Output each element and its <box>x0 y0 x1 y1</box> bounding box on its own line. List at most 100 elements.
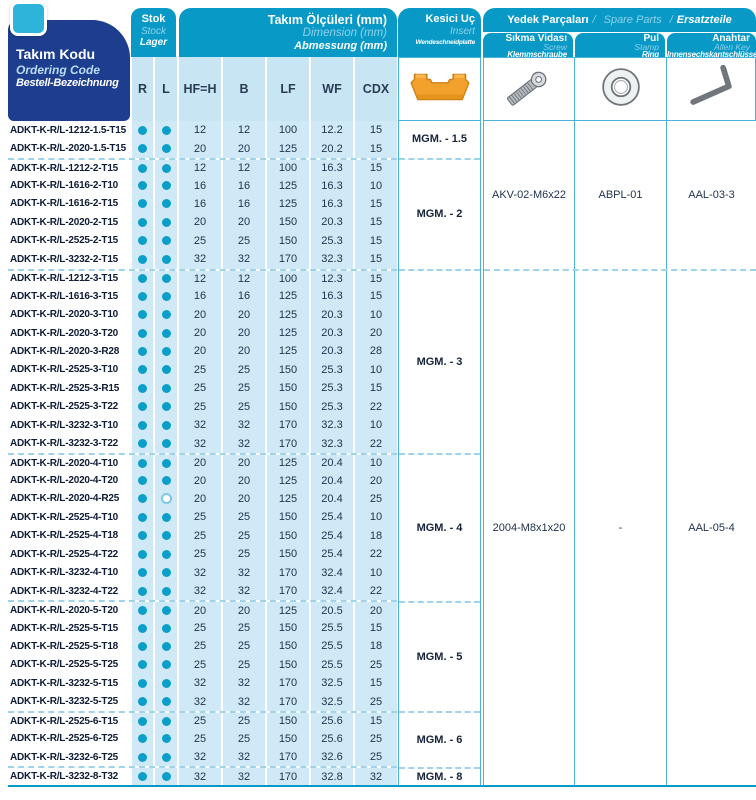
stock-cell-r <box>132 692 153 711</box>
dim-wf: 25.5 <box>311 637 353 656</box>
dim-lf: 150 <box>267 618 309 638</box>
row-code: ADKT-K-R/L-2525-3-T10 <box>8 360 130 380</box>
insert-title-tr: Kesici Uç <box>425 13 475 25</box>
stock-dot-icon <box>138 217 147 227</box>
dim-hf: 25 <box>179 379 221 398</box>
dim-b: 12 <box>223 121 265 140</box>
table-row: ADKT-K-R/L-3232-2-T15 32 32 170 32.3 15 <box>8 250 397 269</box>
stock-dot-icon <box>161 734 171 744</box>
dim-lf: 170 <box>267 674 309 693</box>
insert-group: MGM. - 3 <box>399 268 480 453</box>
stock-cell-l <box>155 655 177 675</box>
row-code: ADKT-K-R/L-2020-4-T20 <box>8 471 130 490</box>
dim-b: 25 <box>223 729 265 748</box>
row-code: ADKT-K-R/L-2525-4-T22 <box>8 545 130 564</box>
row-code: ADKT-K-R/L-2020-3-T20 <box>8 323 130 343</box>
dim-cdx: 22 <box>355 434 397 453</box>
row-code: ADKT-K-R/L-3232-4-T10 <box>8 563 130 582</box>
table-row: ADKT-K-R/L-2525-4-T18 25 25 150 25.4 18 <box>8 526 397 546</box>
stock-title-de: Lager <box>139 37 168 48</box>
table-row: ADKT-K-R/L-2525-5-T25 25 25 150 25.5 25 <box>8 655 397 675</box>
stock-cell-l <box>155 231 177 251</box>
table-row: ADKT-K-R/L-3232-3-T10 32 32 170 32.3 10 <box>8 416 397 435</box>
stock-cell-r <box>132 747 153 767</box>
stock-cell-r <box>132 434 153 453</box>
row-code: ADKT-K-R/L-2020-3-R28 <box>8 342 130 361</box>
dim-cdx: 15 <box>355 139 397 158</box>
stock-cell-r <box>132 121 153 140</box>
stock-dot-icon <box>138 660 147 670</box>
stock-cell-l <box>155 342 177 361</box>
stock-cell-l <box>155 674 177 693</box>
dim-hf: 20 <box>179 342 221 361</box>
dim-hf: 25 <box>179 729 221 748</box>
stock-cell-r <box>132 159 153 177</box>
dim-hf: 20 <box>179 602 221 619</box>
stock-cell-r <box>132 768 153 785</box>
screw-icon <box>496 62 562 117</box>
dim-wf: 25.3 <box>311 360 353 380</box>
stock-dot-open-icon <box>160 493 172 505</box>
stock-dot-icon <box>161 716 171 726</box>
stock-dot-icon <box>161 549 171 559</box>
dim-b: 16 <box>223 286 265 306</box>
stock-dot-icon <box>161 163 171 173</box>
insert-title-de: Wendeschneidplatte <box>415 39 476 46</box>
row-code: ADKT-K-R/L-2525-5-T25 <box>8 655 130 675</box>
stock-dot-icon <box>138 163 147 173</box>
col-header-r: R <box>132 57 153 121</box>
ordering-code-title-en: Ordering Code <box>16 63 101 77</box>
row-code: ADKT-K-R/L-2525-2-T15 <box>8 231 130 251</box>
dim-lf: 150 <box>267 397 309 416</box>
dim-wf: 16.3 <box>311 176 353 195</box>
dim-b: 25 <box>223 526 265 546</box>
stock-dot-icon <box>161 512 171 522</box>
dim-b: 32 <box>223 581 265 601</box>
stock-dot-icon <box>138 752 147 762</box>
stock-dot-icon <box>161 476 171 486</box>
insert-header: Kesici Uç Insert Wendeschneidplatte <box>398 8 481 57</box>
table-row: ADKT-K-R/L-3232-6-T25 32 32 170 32.6 25 <box>8 747 397 767</box>
stock-cell-l <box>155 305 177 324</box>
dim-b: 32 <box>223 768 265 785</box>
stock-dot-icon <box>138 254 147 264</box>
insert-group-label: MGM. - 4 <box>416 521 463 534</box>
dim-wf: 25.6 <box>311 729 353 748</box>
stock-dot-icon <box>138 236 147 246</box>
stock-dot-icon <box>161 291 171 301</box>
stock-cell-l <box>155 508 177 527</box>
dim-wf: 20.2 <box>311 139 353 158</box>
table-row: ADKT-K-R/L-2020-4-R25 20 20 125 20.4 25 <box>8 489 397 509</box>
stock-dot-icon <box>161 641 171 651</box>
dim-hf: 20 <box>179 323 221 343</box>
insert-picture-cell <box>398 57 481 121</box>
stock-cell-l <box>155 176 177 195</box>
row-code: ADKT-K-R/L-2020-4-T10 <box>8 454 130 472</box>
stock-cell-r <box>132 360 153 380</box>
dimensions-header: Takım Ölçüleri (mm) Dimension (mm) Abmes… <box>179 8 397 57</box>
dim-lf: 100 <box>267 270 309 287</box>
spare-parts-title-en: Spare Parts <box>603 14 662 26</box>
dim-wf: 20.5 <box>311 602 353 619</box>
dim-b: 25 <box>223 655 265 675</box>
stock-dot-icon <box>161 310 171 320</box>
table-row: ADKT-K-R/L-2020-3-T10 20 20 125 20.3 10 <box>8 305 397 324</box>
dim-cdx: 25 <box>355 747 397 767</box>
dim-hf: 25 <box>179 713 221 730</box>
col-header-cdx: CDX <box>355 57 397 121</box>
dim-lf: 170 <box>267 692 309 711</box>
dim-b: 25 <box>223 618 265 638</box>
table-row: ADKT-K-R/L-2525-3-T10 25 25 150 25.3 10 <box>8 360 397 380</box>
dim-cdx: 15 <box>355 250 397 269</box>
ring-title-en: Stamp <box>634 42 659 52</box>
insert-group-label: MGM. - 3 <box>416 355 463 368</box>
row-code: ADKT-K-R/L-2525-3-R15 <box>8 379 130 398</box>
stock-dot-icon <box>138 365 147 375</box>
dim-b: 16 <box>223 176 265 195</box>
table-row: ADKT-K-R/L-2525-3-T22 25 25 150 25.3 22 <box>8 397 397 416</box>
table-row: ADKT-K-R/L-2525-6-T25 25 25 150 25.6 25 <box>8 729 397 748</box>
row-code: ADKT-K-R/L-3232-3-T22 <box>8 434 130 453</box>
dim-b: 20 <box>223 139 265 158</box>
stock-dot-icon <box>161 752 171 762</box>
stock-cell-r <box>132 231 153 251</box>
